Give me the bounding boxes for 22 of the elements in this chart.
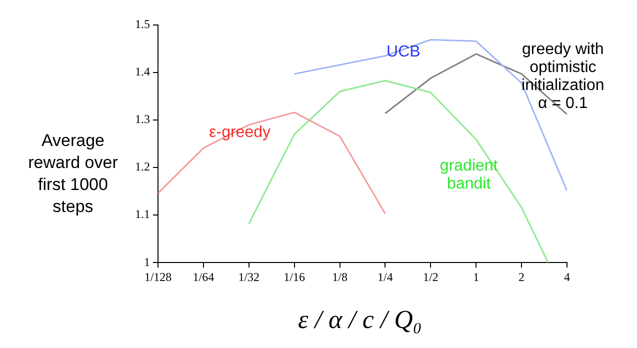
y-tick-label: 1 bbox=[144, 254, 150, 269]
y-axis-title: Average reward over first 1000 steps bbox=[27, 130, 119, 218]
x-tick-label: 1 bbox=[473, 270, 480, 284]
y-tick-label: 1.1 bbox=[135, 207, 150, 222]
x-tick-label: 1/4 bbox=[378, 270, 393, 284]
x-tick-label: 1/8 bbox=[332, 270, 348, 284]
y-tick-label: 1.2 bbox=[135, 160, 150, 174]
x-tick-label: 1/128 bbox=[144, 270, 172, 284]
x-tick-label: 4 bbox=[564, 270, 570, 284]
x-tick-label: 1/32 bbox=[238, 270, 260, 284]
y-tick-label: 1.5 bbox=[135, 17, 150, 32]
series-label: gradient bandit bbox=[440, 157, 498, 192]
series-label: ε-greedy bbox=[209, 124, 270, 142]
x-tick-label: 1/16 bbox=[284, 270, 306, 284]
x-tick-label: 1/2 bbox=[422, 270, 438, 284]
x-tick-label: 2 bbox=[518, 270, 525, 284]
series-label: UCB bbox=[386, 43, 420, 60]
x-tick-label: 1/64 bbox=[192, 270, 214, 284]
y-tick-label: 1.4 bbox=[135, 64, 150, 79]
series-label: greedy with optimistic initialization α = 0.1 bbox=[522, 41, 604, 112]
x-axis-title: ε / α / c / Q₀ bbox=[297, 305, 423, 335]
y-tick-label: 1.3 bbox=[135, 112, 150, 126]
